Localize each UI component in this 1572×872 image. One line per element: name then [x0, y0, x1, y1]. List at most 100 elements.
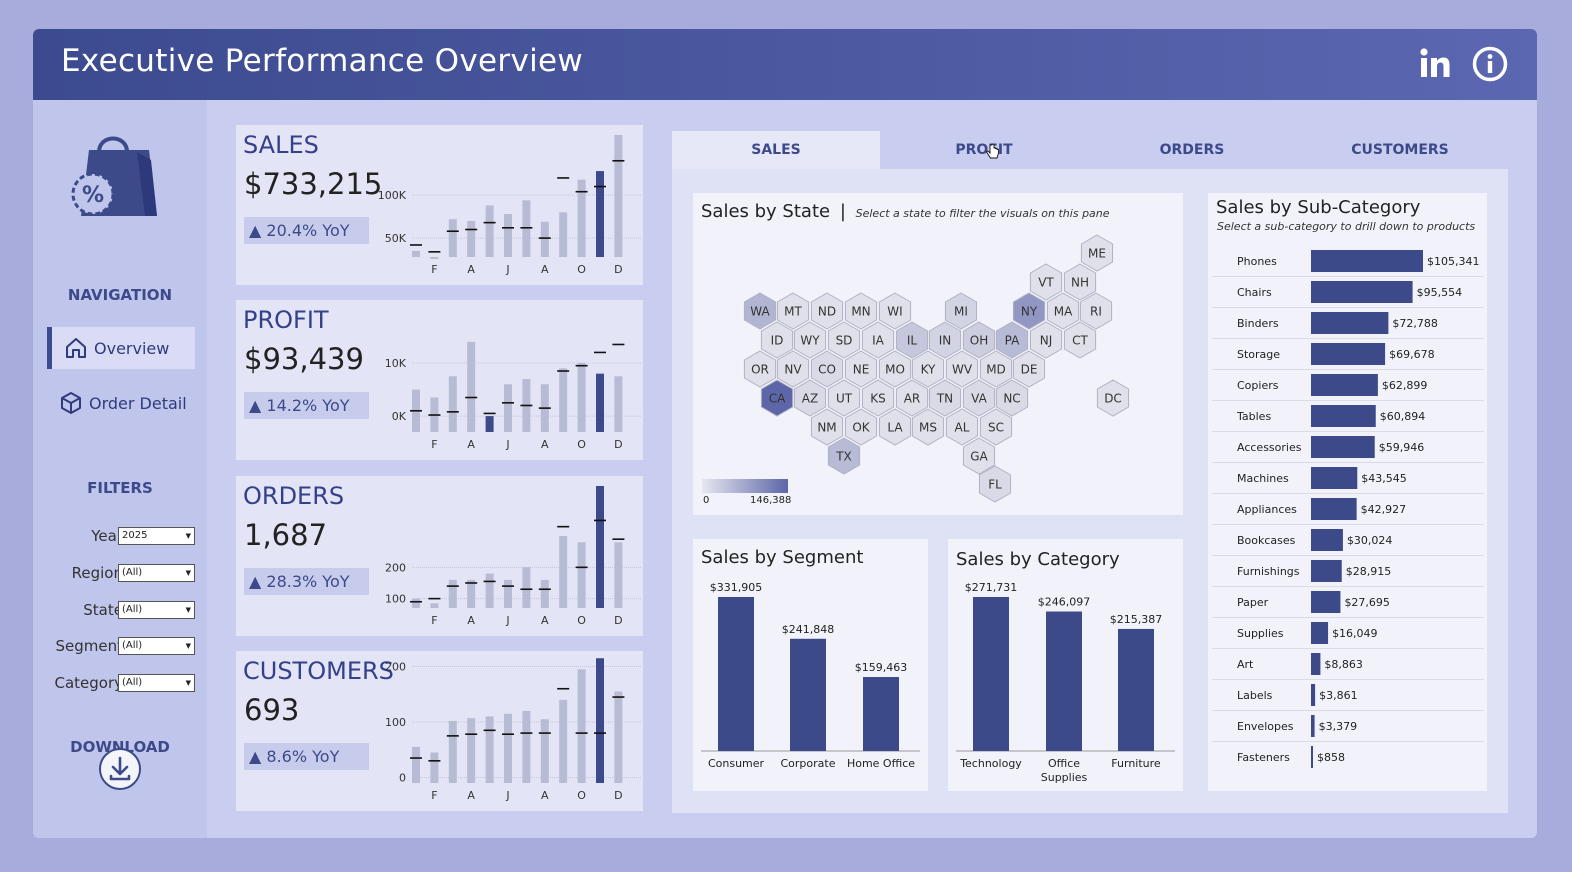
segment-bar-chart[interactable]: $331,905 Consumer $241,848 Corporate $159,46… — [693, 539, 928, 791]
filter-label: Year — [91, 527, 123, 545]
linkedin-icon[interactable] — [1417, 45, 1455, 83]
tab-profit[interactable]: PROFIT — [955, 142, 1013, 158]
category-title: Sales by Category — [956, 549, 1120, 570]
data-label: $3,861 — [1319, 689, 1358, 702]
sales-by-category-card: Sales by Category $271,731 Technology $246… — [948, 539, 1183, 791]
kpi-card-profit[interactable]: PROFIT $93,439 ▲ 14.2% YoY 10K 0K F A J A O D — [236, 300, 643, 460]
state-hex-il — [895, 321, 929, 359]
category-select[interactable]: (All) — [118, 674, 195, 692]
bar — [1311, 250, 1423, 272]
subcategory-label: Storage — [1237, 348, 1280, 361]
state-label: NE — [853, 363, 870, 377]
month-label: A — [541, 263, 549, 276]
state-hex-ok — [844, 408, 878, 446]
category-bar-chart[interactable]: $271,731 Technology $246,097 Office Supplies… — [948, 539, 1183, 791]
kpi-yoy-badge: ▲ 8.6% YoY — [244, 743, 369, 770]
state-select[interactable]: (All) — [118, 601, 195, 619]
kpi-name: PROFIT — [243, 306, 329, 334]
state-hex-tx — [827, 437, 861, 475]
state-hex-az — [793, 379, 827, 417]
month-label: J — [505, 438, 509, 451]
data-label: $62,899 — [1382, 379, 1428, 392]
kpi-card-sales[interactable]: SALES $733,215 ▲ 20.4% YoY 100K 50K F A J A O D — [236, 125, 643, 285]
state-hex-id — [760, 321, 794, 359]
state-map-heading: Sales by State | Select a state to filte… — [701, 201, 1110, 222]
state-label: OR — [751, 363, 769, 377]
tab-sales[interactable]: SALES — [672, 131, 880, 169]
month-bar — [430, 257, 439, 259]
data-label: $3,379 — [1319, 720, 1357, 733]
kpi-name: CUSTOMERS — [243, 657, 394, 685]
state-hex-nj — [1029, 321, 1063, 359]
tab-orders[interactable]: ORDERS — [1159, 142, 1225, 158]
filter-label: Region — [71, 564, 123, 582]
month-bar — [540, 719, 549, 783]
month-label: A — [541, 614, 549, 627]
state-hex-oh — [962, 321, 996, 359]
state-hex-nc — [995, 379, 1029, 417]
state-label: ME — [1088, 247, 1106, 261]
month-label: O — [577, 263, 586, 276]
state-label: MN — [851, 305, 870, 319]
bar — [718, 597, 754, 751]
month-bar — [430, 752, 439, 783]
axis-tick-label: 50K — [385, 232, 407, 245]
month-bar — [522, 200, 531, 257]
shopping-bag-percent-icon: % — [71, 130, 161, 220]
state-label: RI — [1090, 305, 1102, 319]
nav-item-label: Overview — [94, 338, 170, 358]
region-select[interactable]: (All) — [118, 564, 195, 582]
state-hex-ks — [861, 379, 895, 417]
subcategory-bar-chart[interactable]: Phones $105,341 Chairs $95,554 Binders $72,78… — [1208, 193, 1487, 791]
data-label: $60,894 — [1380, 410, 1426, 423]
subcategory-label: Phones — [1237, 255, 1277, 268]
nav-item-overview[interactable]: Overview — [47, 327, 195, 369]
kpi-card-orders[interactable]: ORDERS 1,687 ▲ 28.3% YoY 200 100 F A J A O D — [236, 476, 643, 636]
info-icon[interactable] — [1471, 45, 1509, 83]
axis-tick-label: 100 — [385, 716, 406, 729]
category-label: Consumer — [708, 757, 765, 770]
state-label: NJ — [1040, 334, 1053, 348]
sales-by-state-card: Sales by State | Select a state to filte… — [693, 193, 1183, 515]
dashboard-frame: Executive Performance Overview % NAVIGAT… — [33, 29, 1537, 838]
state-hex-de — [1012, 350, 1046, 388]
subcategory-label: Envelopes — [1237, 720, 1294, 733]
state-label: WI — [887, 305, 902, 319]
state-label: ND — [818, 305, 836, 319]
orders-trend-chart: 200 100 F A J A O D — [385, 486, 641, 627]
segment-select[interactable]: (All) — [118, 637, 195, 655]
state-label: IA — [872, 334, 885, 348]
subcategory-label: Appliances — [1237, 503, 1297, 516]
state-label: NC — [1003, 392, 1020, 406]
month-bar — [559, 699, 568, 783]
state-hex-map[interactable]: ME VT NH WA MT ND MN WI MI NY MA RI ID WY SD IA IL IN OH PA… — [693, 193, 1183, 515]
state-hex-tn — [928, 379, 962, 417]
month-label: F — [431, 789, 437, 802]
state-label: VA — [971, 392, 987, 406]
state-hex-mi — [944, 292, 978, 330]
month-bar — [467, 341, 476, 432]
navigation-heading: NAVIGATION — [67, 286, 173, 304]
bar — [1311, 715, 1315, 737]
data-label: $159,463 — [855, 661, 908, 674]
kpi-value: $93,439 — [244, 342, 364, 376]
legend-max: 146,388 — [750, 495, 792, 506]
bar — [790, 638, 826, 751]
state-label: SD — [836, 334, 853, 348]
state-hex-vt — [1029, 263, 1063, 301]
state-hex-nm — [810, 408, 844, 446]
month-label: A — [467, 438, 475, 451]
month-label: A — [467, 614, 475, 627]
data-label: $16,049 — [1332, 627, 1378, 640]
color-legend-bar — [702, 479, 788, 493]
year-select[interactable]: 2025 — [118, 527, 195, 545]
kpi-card-customers[interactable]: CUSTOMERS 693 ▲ 8.6% YoY 200 100 0 F A J A O D — [236, 651, 643, 811]
data-label: $28,915 — [1346, 565, 1392, 578]
nav-item-order-detail[interactable]: Order Detail — [47, 382, 195, 424]
subcategory-label: Bookcases — [1237, 534, 1296, 547]
download-icon[interactable] — [98, 747, 142, 795]
filter-segment: Segment (All) — [33, 637, 207, 659]
subcategory-label: Chairs — [1237, 286, 1272, 299]
state-hex-ma — [1046, 292, 1080, 330]
tab-customers[interactable]: CUSTOMERS — [1351, 142, 1449, 158]
